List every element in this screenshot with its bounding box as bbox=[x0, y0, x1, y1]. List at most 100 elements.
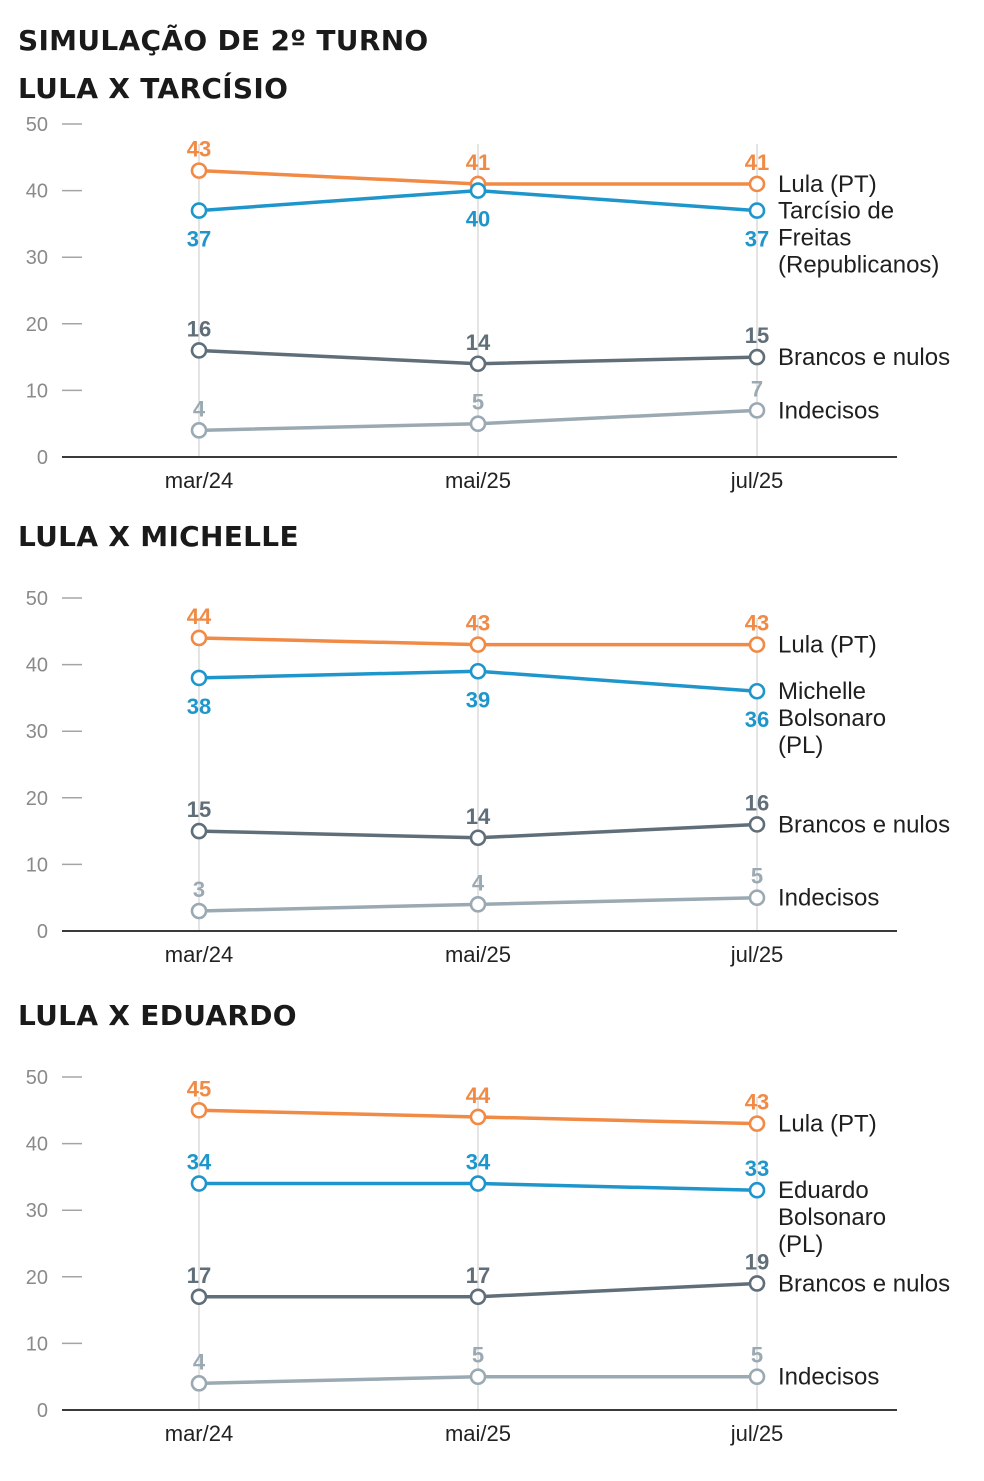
legend-label-line: Indecisos bbox=[778, 397, 879, 424]
data-label: 43 bbox=[466, 611, 490, 636]
data-label: 36 bbox=[745, 707, 769, 732]
data-point bbox=[190, 1102, 208, 1119]
x-tick-label: jul/25 bbox=[730, 942, 784, 967]
data-label: 16 bbox=[187, 316, 211, 341]
data-point bbox=[748, 816, 766, 833]
legend-label-line: Bolsonaro bbox=[778, 1204, 886, 1231]
y-tick-label: 50 bbox=[26, 114, 48, 136]
data-point bbox=[190, 162, 208, 179]
y-tick-label: 20 bbox=[26, 788, 48, 810]
data-point bbox=[469, 1175, 487, 1192]
y-tick-label: 50 bbox=[26, 1067, 48, 1089]
data-label: 43 bbox=[745, 1090, 769, 1115]
data-label: 4 bbox=[472, 870, 485, 895]
y-tick-label: 10 bbox=[26, 380, 48, 402]
legend-label-line: Lula (PT) bbox=[778, 171, 877, 198]
legend-label-line: (Republicanos) bbox=[778, 252, 939, 279]
series-3: 3 4 5 bbox=[190, 864, 766, 920]
data-label: 4 bbox=[193, 396, 206, 421]
series-0: 44 43 43 bbox=[187, 604, 769, 653]
legend-label: Lula (PT) bbox=[778, 171, 877, 198]
data-point bbox=[469, 182, 487, 199]
data-label: 43 bbox=[187, 137, 211, 162]
series-1: 38 39 36 bbox=[187, 662, 769, 732]
x-tick-label: mar/24 bbox=[165, 1421, 233, 1446]
data-label: 38 bbox=[187, 694, 211, 719]
legend-label-line: (PL) bbox=[778, 1231, 823, 1258]
legend-label: Brancos e nulos bbox=[778, 1270, 950, 1297]
chart-title-tarcisio: LULA X TARCÍSIO bbox=[18, 72, 289, 105]
data-point bbox=[469, 896, 487, 913]
x-tick-label: mai/25 bbox=[445, 468, 511, 493]
data-label: 40 bbox=[466, 207, 490, 232]
data-label: 45 bbox=[187, 1076, 211, 1101]
data-point bbox=[190, 669, 208, 687]
legend-label: Lula (PT) bbox=[778, 1111, 877, 1138]
data-label: 3 bbox=[193, 877, 205, 902]
data-label: 17 bbox=[187, 1263, 211, 1288]
data-label: 37 bbox=[745, 227, 769, 252]
data-label: 19 bbox=[745, 1249, 769, 1274]
series-1: 37 40 37 bbox=[187, 182, 769, 252]
data-point bbox=[469, 1368, 487, 1386]
series-2: 15 14 16 bbox=[187, 790, 769, 847]
data-point bbox=[190, 202, 208, 219]
legend-label: Brancos e nulos bbox=[778, 344, 950, 371]
y-tick-label: 40 bbox=[26, 181, 48, 203]
data-label: 15 bbox=[187, 797, 211, 822]
data-label: 44 bbox=[187, 604, 212, 629]
data-label: 4 bbox=[193, 1349, 206, 1374]
data-point bbox=[748, 1368, 766, 1386]
main-title: SIMULAÇÃO DE 2º TURNO bbox=[18, 24, 429, 57]
data-label: 33 bbox=[745, 1156, 769, 1181]
series-1: 34 34 33 bbox=[187, 1150, 769, 1199]
y-tick-label: 10 bbox=[26, 854, 48, 876]
y-tick-label: 30 bbox=[26, 247, 48, 269]
legend-label-line: Freitas bbox=[778, 225, 851, 252]
y-tick-label: 50 bbox=[26, 588, 48, 610]
chart-title-eduardo: LULA X EDUARDO bbox=[18, 999, 297, 1032]
y-tick-label: 30 bbox=[26, 1200, 48, 1222]
legend-label: Tarcísio de Freitas (Republicanos) bbox=[778, 198, 939, 279]
data-point bbox=[748, 402, 766, 419]
series-3: 4 5 7 bbox=[190, 376, 766, 439]
data-point bbox=[190, 822, 208, 840]
legend-label-line: Indecisos bbox=[778, 1364, 879, 1391]
data-point bbox=[190, 902, 208, 920]
data-point bbox=[469, 662, 487, 680]
data-point bbox=[748, 1181, 766, 1199]
y-tick-label: 20 bbox=[26, 1267, 48, 1289]
y-tick-label: 40 bbox=[26, 655, 48, 677]
legend-label-line: Brancos e nulos bbox=[778, 1270, 950, 1297]
chart-lula-tarcisio: 0 10 20 30 40 50 mar/24 mai/25 jul/25 43 41 41 Lula … bbox=[26, 114, 950, 493]
data-point bbox=[469, 636, 487, 653]
data-label: 5 bbox=[751, 864, 763, 889]
y-tick-label: 40 bbox=[26, 1134, 48, 1156]
data-point bbox=[190, 1175, 208, 1192]
series-0: 45 44 43 bbox=[187, 1076, 769, 1132]
x-tick-label: mar/24 bbox=[165, 942, 233, 967]
data-point bbox=[748, 682, 766, 700]
data-point bbox=[469, 1288, 487, 1306]
legend-label-line: Lula (PT) bbox=[778, 632, 877, 659]
legend-label-line: (PL) bbox=[778, 732, 823, 759]
data-point bbox=[748, 175, 766, 193]
legend-label: Michelle Bolsonaro (PL) bbox=[778, 678, 886, 759]
data-point bbox=[190, 342, 208, 359]
data-point bbox=[748, 348, 766, 366]
legend-label: Lula (PT) bbox=[778, 632, 877, 659]
y-tick-label: 0 bbox=[37, 1400, 48, 1422]
data-label: 7 bbox=[751, 376, 763, 401]
data-label: 5 bbox=[751, 1343, 763, 1368]
data-label: 15 bbox=[745, 323, 769, 348]
legend-label: Indecisos bbox=[778, 397, 879, 424]
data-point bbox=[190, 422, 208, 439]
y-tick-label: 30 bbox=[26, 721, 48, 743]
chart-title-michelle: LULA X MICHELLE bbox=[18, 520, 299, 553]
data-point bbox=[469, 415, 487, 433]
x-tick-label: jul/25 bbox=[730, 1421, 784, 1446]
data-label: 41 bbox=[745, 150, 769, 175]
y-tick-label: 10 bbox=[26, 1333, 48, 1355]
data-label: 5 bbox=[472, 390, 484, 415]
